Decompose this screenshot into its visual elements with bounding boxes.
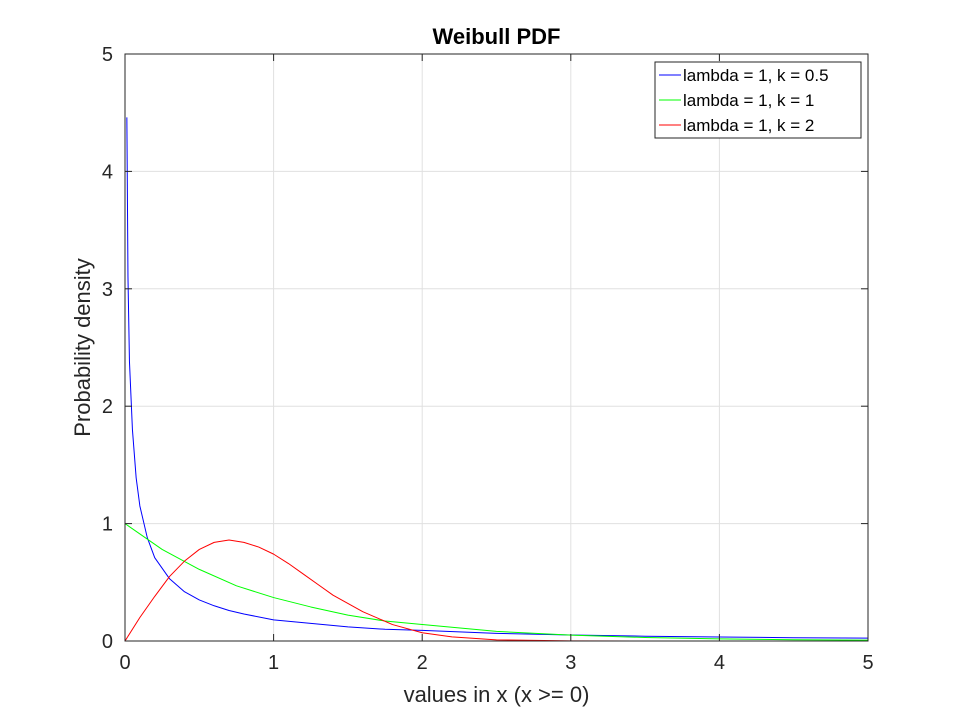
y-tick-label: 2 <box>102 396 113 418</box>
x-tick-label: 4 <box>714 652 725 674</box>
legend-entry-1: lambda = 1, k = 0.5 <box>683 66 829 85</box>
x-tick-label: 1 <box>268 652 279 674</box>
plot-frame <box>124 53 869 642</box>
grid <box>124 53 869 642</box>
series-line-3 <box>124 539 868 642</box>
x-tick-label: 3 <box>565 652 576 674</box>
y-tick-label: 4 <box>102 161 113 183</box>
x-tick-label: 5 <box>862 652 873 674</box>
x-tick-label: 0 <box>119 652 130 674</box>
legend-box <box>654 61 862 139</box>
legend-entry-3: lambda = 1, k = 2 <box>683 116 814 135</box>
y-tick-label: 5 <box>102 44 113 66</box>
plot-area <box>125 54 868 641</box>
y-tick-label: 0 <box>102 631 113 653</box>
x-tick-label: 2 <box>417 652 428 674</box>
chart-title: Weibull PDF <box>433 24 561 49</box>
y-tick-label: 3 <box>102 279 113 301</box>
x-axis-label: values in x (x >= 0) <box>404 682 590 707</box>
y-axis-label: Probability density <box>70 258 95 437</box>
y-tick-label: 1 <box>102 514 113 536</box>
axis-ticks: 0 1 2 3 4 5 0 1 2 3 4 5 <box>102 44 874 674</box>
legend-entry-2: lambda = 1, k = 1 <box>683 91 814 110</box>
legend: lambda = 1, k = 0.5 lambda = 1, k = 1 lamb… <box>654 61 862 139</box>
